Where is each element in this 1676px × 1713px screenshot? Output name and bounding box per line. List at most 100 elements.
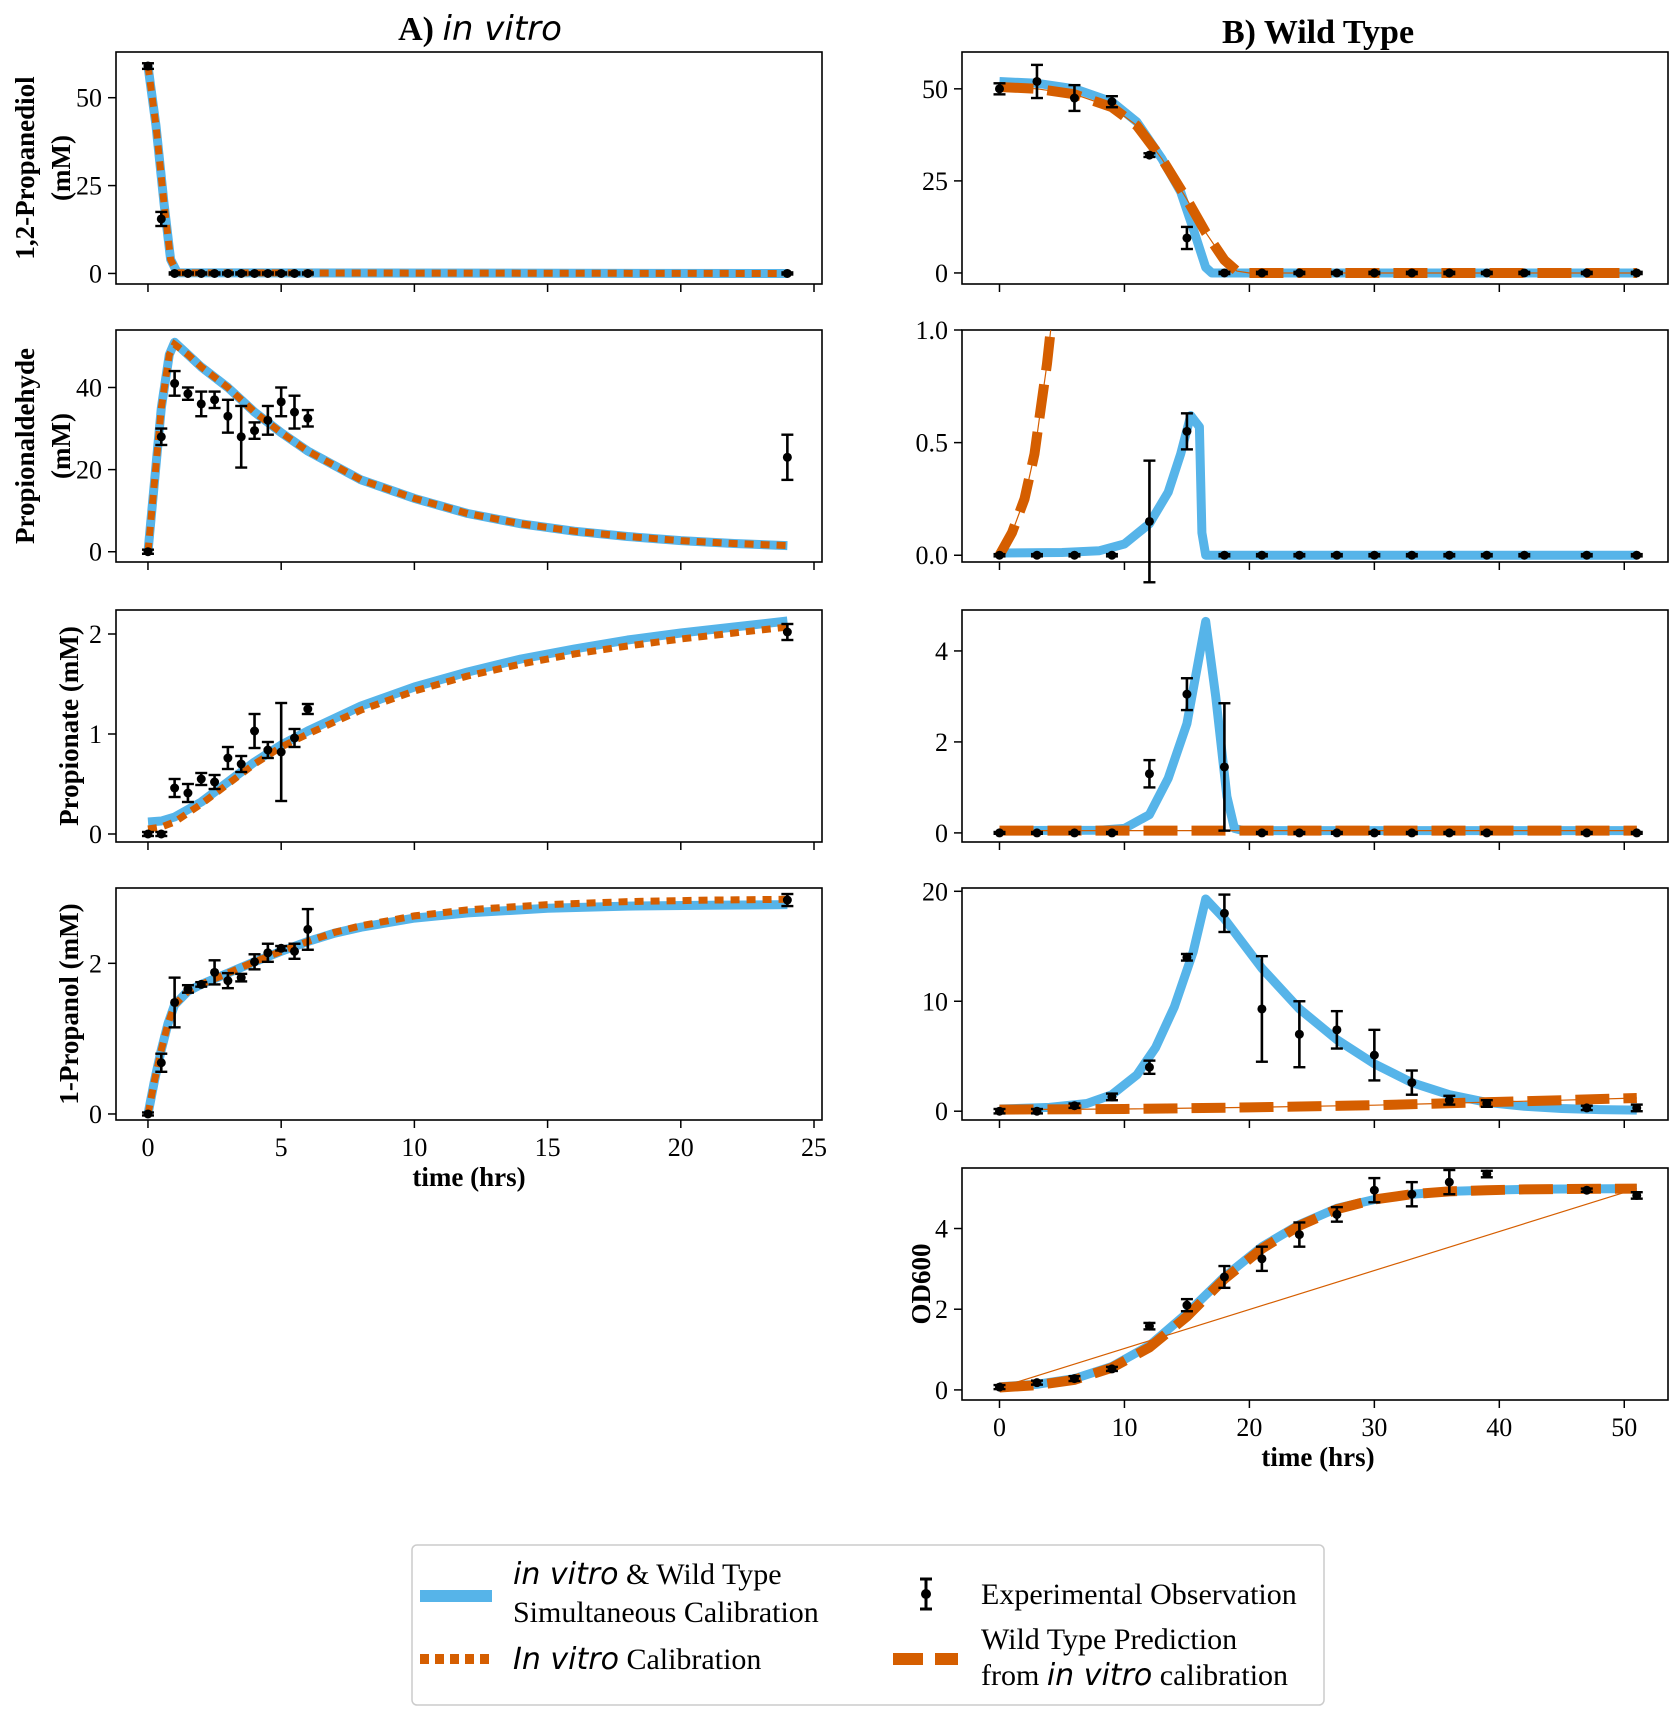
axes-frame xyxy=(961,609,1669,843)
observation-point xyxy=(1330,828,1343,838)
observation-point xyxy=(141,547,154,557)
observation-point xyxy=(248,421,261,441)
axes-frame xyxy=(961,887,1669,1121)
axes-frame xyxy=(115,329,823,563)
y-axis-label: (mM) xyxy=(46,135,76,201)
chart-a4: 0 5 10 15 20 25 0 21-Propanol (mM) xyxy=(54,887,827,1162)
observation-point xyxy=(1405,1180,1418,1208)
observation-point xyxy=(1180,677,1193,712)
observation-point xyxy=(1030,1378,1043,1388)
observation-point xyxy=(1630,828,1643,838)
y-tick-label: 2 xyxy=(89,949,102,978)
observation-point xyxy=(1630,550,1643,560)
plot-area xyxy=(999,616,1637,836)
series-simultaneous-line xyxy=(143,337,788,553)
legend-pred-line2-a: from xyxy=(981,1659,1047,1692)
observation-point xyxy=(275,386,288,418)
observation-point xyxy=(1405,1069,1418,1096)
observation-point xyxy=(141,829,154,839)
series-simultaneous-line xyxy=(143,900,788,1115)
observation-point xyxy=(781,433,794,482)
observation-point xyxy=(301,907,314,951)
observation-point xyxy=(993,550,1006,560)
observation-point xyxy=(261,268,274,278)
plot-area xyxy=(999,77,1637,278)
plot-area xyxy=(999,1183,1637,1393)
observation-point xyxy=(781,268,794,278)
observation-point xyxy=(1068,1101,1081,1111)
axes-frame xyxy=(115,609,823,843)
x-tick-label: 25 xyxy=(801,1133,827,1162)
observation-point xyxy=(1480,1099,1493,1109)
y-tick-label: 50 xyxy=(922,75,948,104)
legend-sim-rest: & Wild Type xyxy=(618,1558,781,1591)
observation-point xyxy=(1293,1221,1306,1248)
observation-point xyxy=(301,408,314,428)
observation-point xyxy=(1143,1321,1156,1331)
y-tick-label: 0.5 xyxy=(916,429,949,458)
observation-point xyxy=(248,268,261,278)
series-wildtype-prediction-line xyxy=(999,1093,1637,1115)
observation-point xyxy=(1255,828,1268,838)
observation-point xyxy=(208,773,221,791)
observation-point xyxy=(1218,550,1231,560)
series-wildtype-prediction-line xyxy=(995,330,1056,558)
x-tick-label: 30 xyxy=(1361,1413,1387,1442)
y-tick-label: 0 xyxy=(89,1100,102,1129)
y-axis-label: Propionaldehyde xyxy=(10,348,40,544)
observation-point xyxy=(1143,758,1156,789)
observation-point xyxy=(1180,1297,1193,1313)
y-tick-label: 0 xyxy=(935,819,948,848)
observation-point xyxy=(1293,828,1306,838)
observation-point xyxy=(195,979,208,989)
observation-point xyxy=(1368,1028,1381,1082)
observation-point xyxy=(235,404,248,469)
axes-frame xyxy=(961,1167,1669,1401)
observation-point xyxy=(181,983,194,994)
observation-point xyxy=(1518,268,1531,278)
observation-point xyxy=(1068,550,1081,560)
y-tick-label: 50 xyxy=(76,84,102,113)
y-tick-label: 4 xyxy=(935,637,948,666)
x-tick-label: 15 xyxy=(535,1133,561,1162)
observation-point xyxy=(1180,952,1193,962)
x-tick-label: 10 xyxy=(1111,1413,1137,1442)
observation-point xyxy=(181,268,194,278)
x-tick-label: 50 xyxy=(1611,1413,1637,1442)
observation-point xyxy=(1368,550,1381,560)
series-prediction-thin-line xyxy=(999,1188,1637,1389)
chart-b4: 0 10 20 xyxy=(922,877,1669,1128)
legend-obs: Experimental Observation xyxy=(981,1578,1297,1611)
observation-point xyxy=(1580,1185,1593,1195)
chart-b1: 0 25 50 xyxy=(922,51,1669,292)
observation-point xyxy=(1480,1169,1493,1179)
observation-point xyxy=(1330,1009,1343,1050)
observation-point xyxy=(993,1106,1006,1116)
observation-point xyxy=(208,268,221,278)
observation-point xyxy=(1293,268,1306,278)
observation-point xyxy=(235,972,248,983)
plot-area xyxy=(995,330,1637,560)
series-simultaneous-line xyxy=(999,894,1637,1115)
y-tick-label: 0 xyxy=(89,820,102,849)
observation-point xyxy=(1030,1106,1043,1116)
observation-point xyxy=(1580,1103,1593,1113)
observation-point xyxy=(1368,268,1381,278)
legend-pred-line2-b: calibration xyxy=(1152,1659,1288,1692)
panel-a-title-italic: in vitro xyxy=(442,9,561,49)
observation-point xyxy=(1330,1205,1343,1223)
plot-area xyxy=(147,616,788,833)
observation-point xyxy=(288,394,301,430)
observation-point xyxy=(1255,954,1268,1063)
plot-area xyxy=(143,65,788,278)
y-tick-label: 0 xyxy=(935,259,948,288)
observation-point xyxy=(1480,268,1493,278)
y-tick-label: 0 xyxy=(89,259,102,288)
observation-point xyxy=(1580,828,1593,838)
observation-point xyxy=(1180,225,1193,251)
observation-point xyxy=(1405,268,1418,278)
y-tick-label: 1.0 xyxy=(916,316,949,345)
observation-point xyxy=(1105,94,1118,109)
